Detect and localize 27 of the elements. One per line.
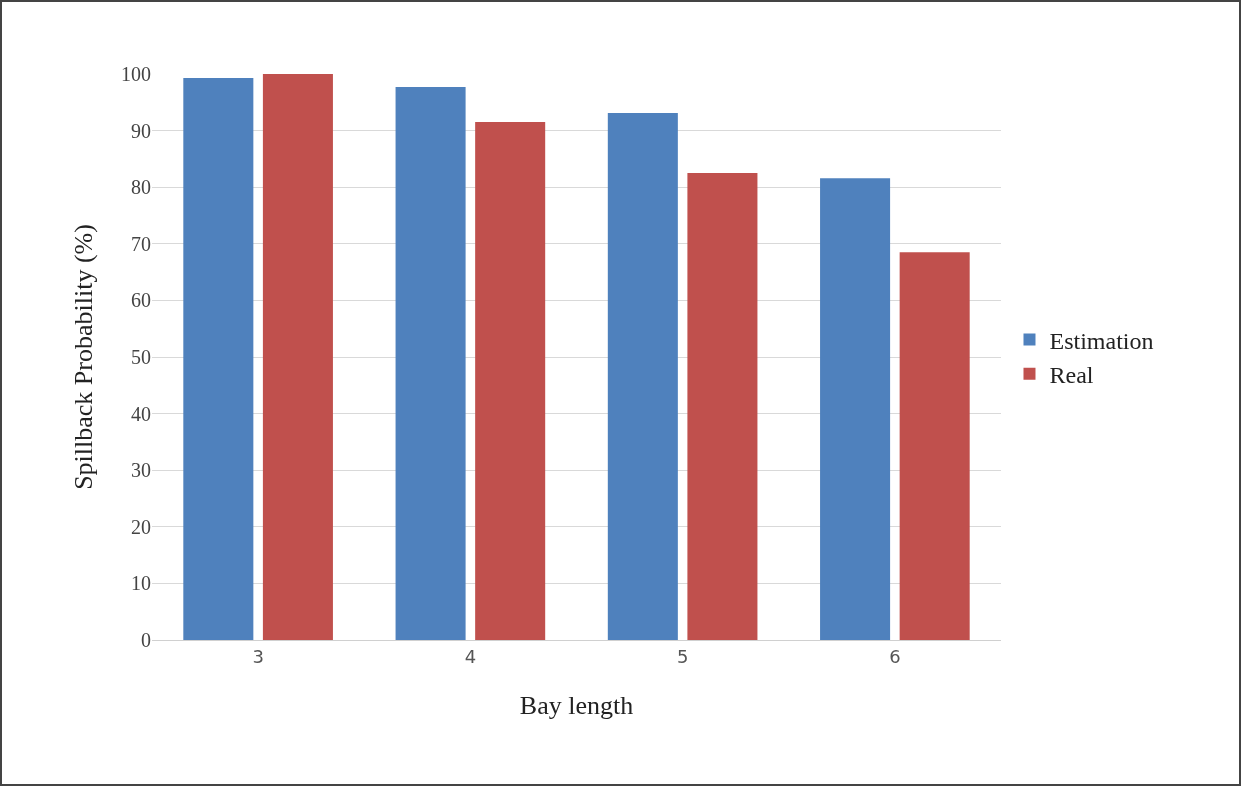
- bar: [607, 113, 678, 640]
- bar: [395, 87, 466, 640]
- bar: [820, 178, 891, 640]
- bar: [687, 173, 758, 640]
- y-tick-label: 40: [131, 402, 151, 425]
- y-tick-label: 30: [131, 459, 151, 482]
- x-tick-label: 4: [464, 645, 477, 667]
- legend-label: Estimation: [1049, 327, 1154, 354]
- y-tick-label: 20: [131, 515, 151, 538]
- x-tick-label: 6: [889, 645, 901, 667]
- bar: [262, 74, 333, 640]
- y-tick-label: 90: [131, 119, 151, 142]
- x-axis-title: Bay length: [519, 691, 634, 721]
- y-tick-label: 50: [131, 346, 151, 368]
- legend-label: Real: [1049, 362, 1094, 389]
- y-tick-label: 80: [131, 176, 151, 199]
- y-tick-label: 100: [121, 63, 151, 85]
- y-tick-label: 0: [141, 629, 151, 651]
- x-tick-label: 5: [676, 645, 689, 667]
- y-tick-label: 60: [131, 289, 151, 312]
- x-tick-label: 3: [252, 645, 264, 667]
- y-tick-label: 70: [131, 232, 151, 255]
- bar: [183, 77, 254, 640]
- bar: [899, 252, 970, 640]
- bar: [475, 122, 546, 640]
- y-axis-title: Spillback Probability (%): [69, 224, 99, 490]
- y-tick-label: 10: [131, 572, 151, 595]
